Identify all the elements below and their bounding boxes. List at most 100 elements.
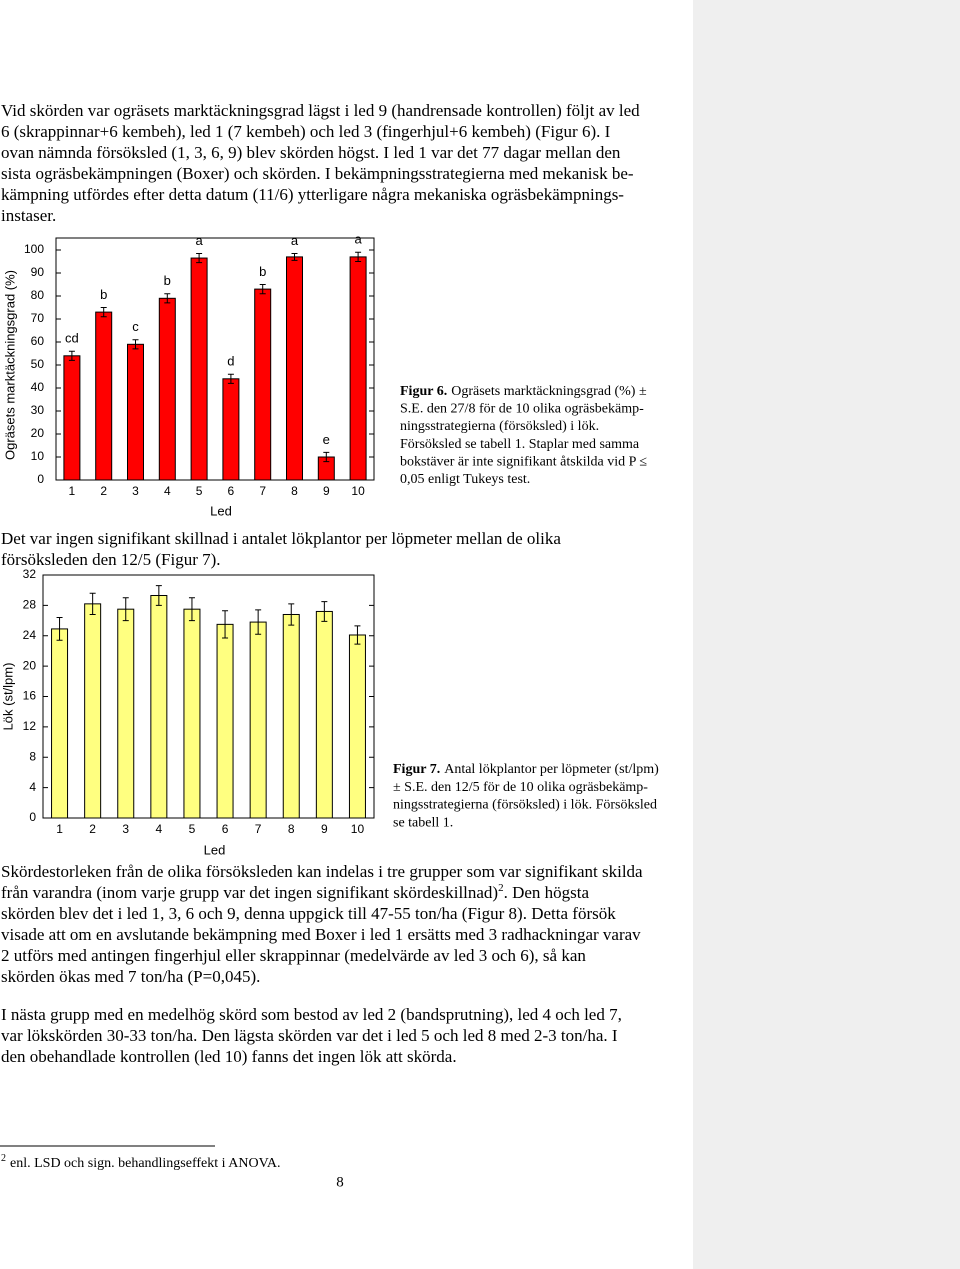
error-bar — [355, 251, 362, 262]
y-tick-label: 4 — [29, 780, 36, 794]
caption-line: Försöksled se tabell 1. Staplar med samm… — [400, 437, 640, 452]
bar — [254, 288, 272, 481]
bar — [95, 311, 113, 481]
x-tick-label: 6 — [222, 822, 229, 836]
caption-text: Försöksled se tabell 1. Staplar med samm… — [400, 437, 640, 452]
y-tick-label: 20 — [31, 426, 45, 440]
x-tick-label: 2 — [89, 822, 96, 836]
caption-text: ± S.E. den 12/5 för de 10 olika ogräsbek… — [393, 780, 648, 795]
bar — [117, 608, 135, 819]
error-bar — [222, 610, 229, 639]
error-bar — [255, 609, 262, 635]
page-number: 8 — [336, 1174, 344, 1190]
caption-text: S.E. den 27/8 för de 10 olika ogräsbekäm… — [400, 402, 644, 417]
significance-letter: a — [354, 232, 362, 247]
significance-letter: a — [291, 233, 299, 248]
bar — [183, 608, 201, 819]
x-tick-label: 4 — [164, 484, 171, 498]
body-line: skörden blev det i led 1, 3, 6 och 9, de… — [1, 904, 616, 923]
body-line: 6 (skrappinnar+6 kembeh), led 1 (7 kembe… — [1, 122, 611, 141]
y-tick-label: 30 — [31, 403, 45, 417]
x-tick-label: 5 — [196, 484, 203, 498]
body-text: från varandra (inom varje grupp var det … — [1, 883, 498, 902]
caption-line: Figur 7. Antal lökplantor per löpmeter (s… — [393, 762, 659, 777]
x-axis-label: Led — [204, 842, 226, 857]
y-tick-label: 80 — [31, 288, 45, 302]
y-tick-label: 70 — [31, 311, 45, 325]
significance-letter: b — [164, 273, 171, 288]
y-tick-label: 100 — [24, 242, 44, 256]
y-tick-label: 90 — [31, 265, 45, 279]
caption-line: S.E. den 27/8 för de 10 olika ogräsbekäm… — [400, 402, 644, 417]
error-bar — [132, 339, 139, 350]
y-tick-label: 20 — [23, 658, 37, 672]
caption-text: Ogräsets marktäckningsgrad (%) ± — [451, 384, 647, 399]
body-line: den obehandlade kontrollen (led 10) fann… — [1, 1047, 457, 1066]
comment-pane — [693, 0, 960, 1269]
error-bar — [196, 252, 203, 264]
bar — [216, 623, 234, 819]
significance-letter: e — [323, 432, 330, 447]
y-tick-label: 10 — [31, 449, 45, 463]
error-bar — [321, 601, 328, 622]
footnote: 2 enl. LSD och sign. behandlingseffekt i … — [1, 1153, 281, 1171]
y-tick-label: 24 — [23, 628, 37, 642]
y-axis-label: Lök (st/lpm) — [0, 663, 15, 731]
bar — [150, 595, 168, 819]
body-line: skörden ökas med 7 ton/ha (P=0,045). — [1, 967, 260, 986]
error-bar — [354, 625, 361, 645]
bar — [127, 343, 144, 481]
caption-text: ningsstrategierna (försöksled) i lök. — [400, 419, 599, 434]
x-tick-label: 10 — [351, 822, 365, 836]
x-axis-label: Led — [210, 503, 232, 518]
caption-line: Figur 6. Ogräsets marktäckningsgrad (%) ± — [400, 384, 647, 399]
bar — [349, 256, 367, 481]
body-line: sista ogräsbekämpningen (Boxer) och skör… — [1, 164, 634, 183]
x-tick-label: 8 — [291, 484, 298, 498]
significance-letter: b — [259, 264, 266, 279]
error-bar — [89, 592, 96, 615]
x-tick-label: 7 — [255, 822, 262, 836]
x-tick-label: 3 — [132, 484, 139, 498]
x-tick-label: 1 — [56, 822, 63, 836]
error-bar — [291, 252, 298, 261]
error-bar — [227, 373, 234, 384]
y-tick-label: 60 — [31, 334, 45, 348]
x-tick-label: 2 — [100, 484, 107, 498]
caption-label: Figur 6. — [400, 384, 447, 399]
error-bar — [68, 350, 75, 361]
body-line: ovan nämnda försöksled (1, 3, 6, 9) blev… — [1, 143, 621, 162]
bar — [222, 378, 240, 481]
caption-label: Figur 7. — [393, 762, 440, 777]
caption-text: se tabell 1. — [393, 816, 453, 831]
error-bar — [56, 617, 63, 641]
x-tick-label: 9 — [321, 822, 328, 836]
bar — [348, 634, 366, 819]
caption-text: ningsstrategierna (försöksled) i lök. Fö… — [393, 798, 657, 813]
y-tick-label: 0 — [29, 810, 36, 824]
body-line: försöksleden den 12/5 (Figur 7). — [1, 550, 221, 569]
x-tick-label: 10 — [351, 484, 365, 498]
body-line: 2 utförs med antingen fingerhjul eller s… — [1, 946, 586, 965]
y-tick-label: 0 — [37, 472, 44, 486]
caption-line: ± S.E. den 12/5 för de 10 olika ogräsbek… — [393, 780, 648, 795]
caption-text: 0,05 enligt Tukeys test. — [400, 472, 530, 487]
error-bar — [288, 603, 295, 626]
significance-letter: cd — [65, 331, 79, 346]
y-tick-label: 40 — [31, 380, 45, 394]
x-tick-label: 8 — [288, 822, 295, 836]
y-tick-label: 8 — [29, 749, 36, 763]
y-tick-label: 16 — [23, 689, 37, 703]
error-bar — [122, 597, 129, 622]
bar — [190, 257, 208, 481]
error-bar — [188, 597, 195, 622]
footnote-mark: 2 — [1, 1153, 6, 1164]
body-line: från varandra (inom varje grupp var det … — [1, 882, 590, 902]
error-bar — [323, 451, 330, 463]
x-tick-label: 9 — [323, 484, 330, 498]
body-line: I nästa grupp med en medelhög skörd som … — [1, 1005, 622, 1024]
bar — [158, 297, 176, 481]
y-tick-label: 32 — [23, 567, 37, 581]
